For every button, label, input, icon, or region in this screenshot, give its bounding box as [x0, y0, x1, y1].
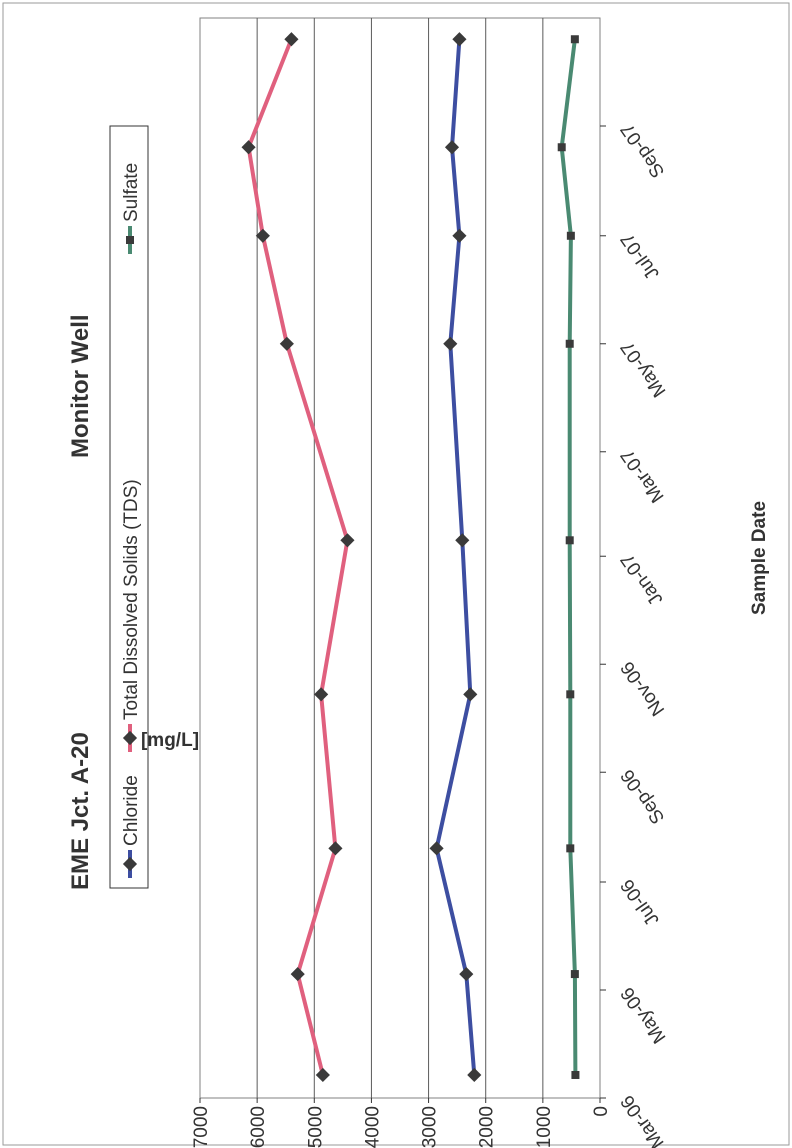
legend-item-chloride: Chloride	[121, 775, 142, 878]
data-point-sulfate	[557, 143, 566, 152]
y-tick-label: 3000	[420, 1106, 441, 1148]
data-point-chloride	[452, 228, 467, 243]
plot-area	[199, 17, 601, 1099]
data-point-chloride	[463, 687, 478, 702]
data-point-total-dissolved-solids-tds	[255, 228, 270, 243]
legend-label-chloride: Chloride	[121, 775, 142, 846]
y-tick-label: 5000	[305, 1106, 326, 1148]
chart-title-right: Monitor Well	[67, 314, 94, 458]
legend-box	[109, 125, 149, 889]
legend-marker-sulfate	[126, 236, 134, 244]
data-point-total-dissolved-solids-tds	[279, 336, 294, 351]
y-tick-label: 4000	[362, 1106, 383, 1148]
data-point-sulfate	[565, 339, 574, 348]
data-point-sulfate	[566, 231, 575, 240]
data-point-total-dissolved-solids-tds	[241, 140, 256, 155]
series-layer	[241, 32, 580, 1083]
legend-marker-chloride	[122, 856, 138, 872]
y-axis: 0 1000 2000 3000 4000 5000 6000 7000	[191, 1098, 612, 1148]
legend: Chloride Total Dissolved Solids (TDS) Su…	[109, 125, 149, 889]
legend-label-sulfate: Sulfate	[121, 163, 142, 222]
legend-item-sulfate: Sulfate	[121, 163, 142, 254]
data-point-chloride	[444, 140, 460, 155]
data-point-total-dissolved-solids-tds	[314, 687, 329, 702]
legend-label-tds: Total Dissolved Solids (TDS)	[121, 479, 142, 720]
data-point-chloride	[429, 841, 444, 856]
data-point-chloride	[452, 32, 467, 47]
y-tick-label: 7000	[191, 1106, 212, 1148]
chart-title-left: EME Jct. A-20	[67, 732, 94, 890]
data-point-chloride	[455, 533, 470, 548]
data-point-chloride	[459, 966, 474, 982]
y-tick-label: 0	[591, 1106, 612, 1117]
data-point-sulfate	[571, 1070, 580, 1079]
data-point-sulfate	[570, 35, 579, 44]
data-point-chloride	[443, 336, 458, 351]
legend-item-tds: Total Dissolved Solids (TDS)	[121, 479, 142, 752]
data-point-total-dissolved-solids-tds	[328, 841, 343, 856]
y-tick-label: 2000	[477, 1106, 498, 1148]
data-point-sulfate	[566, 844, 575, 853]
legend-marker-tds	[122, 730, 138, 746]
data-point-total-dissolved-solids-tds	[290, 966, 305, 982]
y-tick-label: 6000	[248, 1106, 269, 1148]
data-point-sulfate	[570, 970, 579, 979]
data-point-total-dissolved-solids-tds	[284, 32, 299, 47]
y-tick-label: 1000	[534, 1106, 555, 1148]
data-point-sulfate	[565, 536, 574, 545]
y-axis-title: [mg/L]	[141, 730, 199, 751]
data-point-total-dissolved-solids-tds	[340, 533, 355, 548]
x-axis-title: Sample Date	[749, 501, 770, 615]
data-point-sulfate	[566, 690, 575, 699]
